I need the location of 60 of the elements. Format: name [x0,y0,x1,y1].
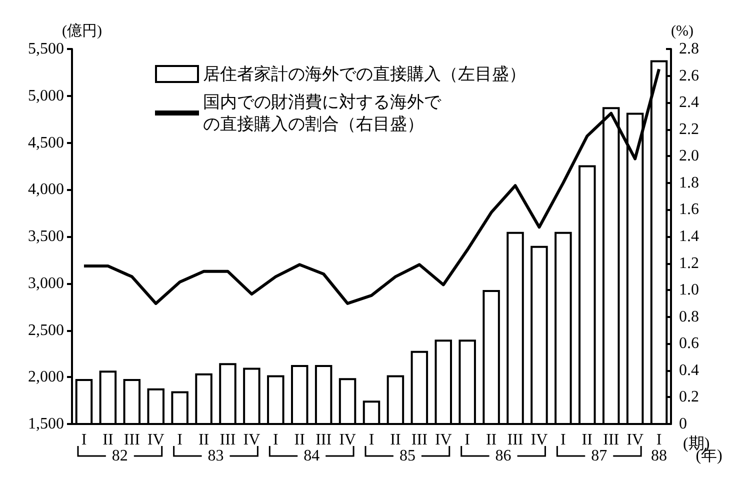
x-tick-label: II [390,432,401,448]
y2-tick-label: 2.4 [679,94,699,112]
x-tick-label: II [102,432,114,448]
y2-tick-label: 1.4 [679,228,699,245]
x-tick-label: III [507,432,524,448]
x-tick-label: III [411,432,428,448]
x-tick-label: III [124,432,140,448]
x-tick-label: IV [626,432,644,448]
y-tick-label: 3,000 [28,274,64,292]
text: 83 [208,448,224,464]
x-tick-label: II [294,432,305,448]
text: 87 [591,448,608,464]
y2-tick-label: 0.4 [679,362,699,379]
y2-tick-label: 1.0 [679,282,699,299]
text: 82 [112,448,128,464]
x-tick-label: I [560,432,566,448]
y2-tick-label: 2.2 [679,120,699,138]
legend-label: 居住者家計の海外での直接購入（左目盛） [203,64,526,84]
x-tick-label: IV [339,432,356,448]
y2-tick-label: 0.8 [679,308,699,326]
x-tick-label: III [603,432,620,448]
y2-tick-label: 0 [679,416,687,432]
x-tick-label: III [220,432,236,448]
x-tick-label: II [198,432,210,448]
y-tick-label: 4,500 [28,134,64,152]
y-tick-label: 2,000 [28,368,64,386]
y2-tick-label: 1.2 [679,254,699,272]
y-tick-label: 4,000 [28,181,64,198]
legend-label: 国内での財消費に対する海外での直接購入の割合（右目盛） [203,92,442,134]
x-tick-label: IV [530,432,548,448]
y2-tick-label: 2.0 [679,148,699,165]
x-tick-label: II [486,432,497,448]
x-tick-label: I [81,432,87,448]
x-tick-label: IV [243,432,261,448]
x-tick-label: I [464,432,470,448]
y2-tick-label: 1.6 [679,201,699,218]
x-tick-label: IV [147,432,165,448]
y-tick-label: 5,000 [28,87,64,104]
x-tick-label: IV [434,432,452,448]
text: 85 [399,448,416,464]
x-tick-label: II [582,432,592,448]
y-axis-title: (億円) [62,22,102,40]
y2-tick-label: 0.6 [679,335,699,352]
x-tick-label: I [656,432,662,448]
x-tick-label: I [368,432,374,448]
y-tick-label: 5,500 [28,40,64,58]
y-tick-label: 2,500 [28,322,64,339]
text: 86 [495,448,512,464]
x-tick-label: I [272,432,278,448]
text: 84 [304,448,320,464]
y-tick-label: 1,500 [28,416,64,432]
y2-tick-label: 0.2 [679,388,699,406]
y2-tick-label: 1.8 [679,174,699,192]
y2-tick-label: 2.6 [679,67,699,84]
y2-axis-title: (%) [671,24,694,40]
x-tick-label: I [177,432,182,448]
text: 88 [651,448,668,464]
x-tick-label: III [316,432,332,448]
y-tick-label: 3,500 [28,228,64,245]
y2-tick-label: 2.8 [679,40,699,58]
